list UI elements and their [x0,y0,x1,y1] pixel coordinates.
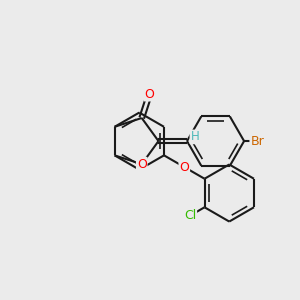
Text: Cl: Cl [184,209,196,222]
Text: H: H [190,130,199,143]
Text: O: O [137,158,147,171]
Text: O: O [145,88,154,100]
Text: O: O [179,160,189,173]
Text: Br: Br [250,135,264,148]
